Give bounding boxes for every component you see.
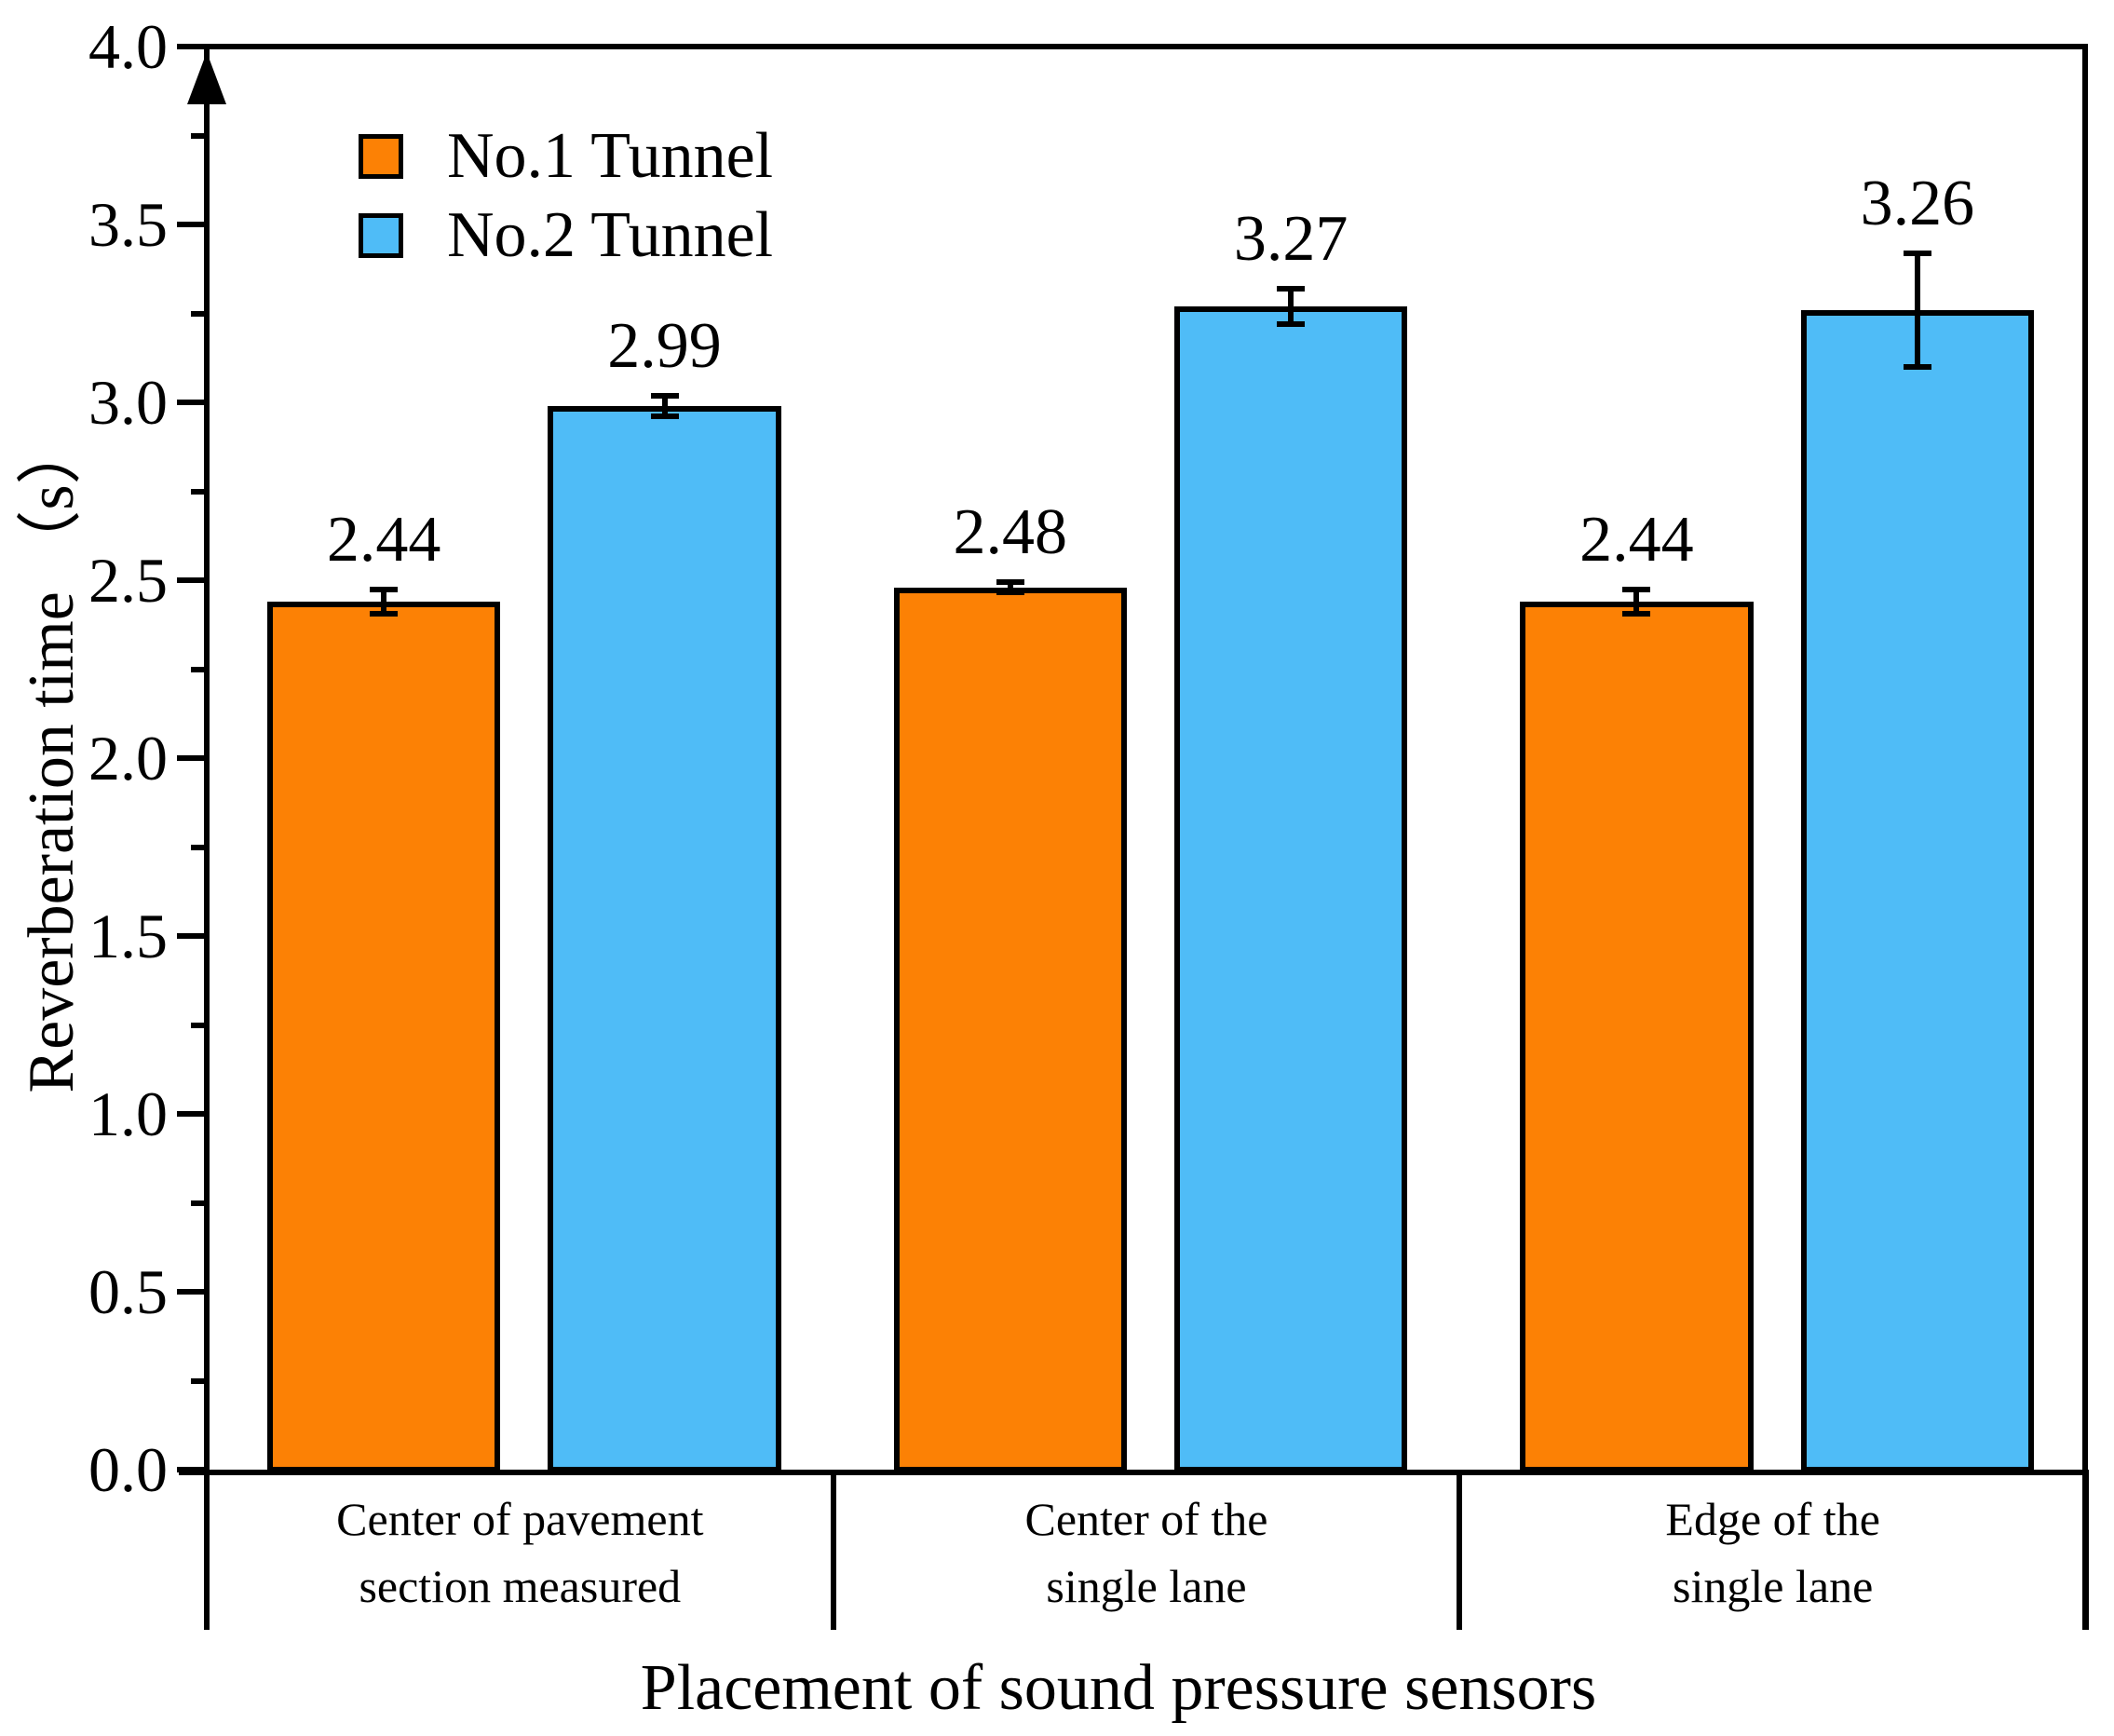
error-bar-line [381, 589, 387, 615]
x-category-label-line: single lane [1673, 1560, 1874, 1612]
bar-value-label: 2.44 [326, 503, 441, 576]
category-divider [2083, 1470, 2089, 1630]
plot-frame-right [2082, 44, 2088, 1630]
y-tick-label: 1.5 [88, 901, 168, 971]
y-tick-label: 0.5 [88, 1256, 168, 1327]
legend-label-no2-tunnel: No.2 Tunnel [447, 199, 774, 271]
legend-swatch-no2-tunnel [359, 213, 403, 258]
error-bar-cap-bottom [370, 611, 399, 617]
bar-value-label: 3.26 [1860, 167, 1975, 239]
error-bar-cap-bottom [1622, 611, 1651, 617]
y-major-tick [177, 1289, 207, 1295]
bar-value-label: 3.27 [1233, 202, 1348, 275]
y-tick-label: 4.0 [88, 11, 168, 82]
category-divider [204, 1470, 210, 1630]
error-bar-line [1633, 589, 1640, 615]
y-tick-label: 2.5 [88, 545, 168, 616]
legend-label-no1-tunnel: No.1 Tunnel [447, 120, 774, 192]
x-category-label-line: section measured [359, 1560, 682, 1612]
y-major-tick [177, 933, 207, 939]
error-bar-cap-bottom [1277, 320, 1306, 327]
y-minor-tick [191, 1022, 207, 1028]
y-axis-arrow-icon [187, 52, 226, 104]
bar-value-label: 2.44 [1579, 503, 1694, 576]
error-bar-cap-top [1277, 285, 1306, 292]
bar-no-1-tunnel [266, 601, 501, 1472]
x-category-label-line: Edge of the [1665, 1493, 1880, 1545]
y-major-tick [177, 1111, 207, 1117]
bar-no-1-tunnel [893, 587, 1127, 1472]
error-bar-cap-top [1903, 250, 1931, 256]
y-minor-tick [191, 132, 207, 139]
y-major-tick [177, 44, 207, 49]
x-category-label-line: Center of the [1024, 1493, 1268, 1545]
error-bar-line [1914, 252, 1920, 367]
y-tick-label: 1.0 [88, 1078, 168, 1149]
error-bar-cap-top [650, 393, 679, 400]
bar-no-2-tunnel [1174, 305, 1408, 1472]
error-bar-cap-bottom [996, 590, 1024, 596]
y-minor-tick [191, 310, 207, 317]
y-major-tick [177, 577, 207, 583]
error-bar-cap-top [996, 578, 1024, 585]
plot-frame-top [204, 44, 2088, 49]
x-category-label: Edge of the single lane [1459, 1475, 2086, 1630]
legend-swatch-no1-tunnel [359, 134, 403, 179]
error-bar-line [1007, 581, 1013, 593]
category-divider [1457, 1470, 1463, 1630]
y-major-tick [177, 755, 207, 761]
bar-no-1-tunnel [1520, 601, 1754, 1472]
x-category-label: Center of pavement section measured [207, 1475, 833, 1630]
y-major-tick [177, 222, 207, 227]
y-axis-line [204, 44, 210, 1630]
y-minor-tick [191, 1200, 207, 1206]
x-axis-title: Placement of sound pressure sensors [640, 1652, 1597, 1724]
y-major-tick [177, 1467, 207, 1472]
y-minor-tick [191, 1377, 207, 1384]
bar-no-2-tunnel [1800, 309, 2034, 1472]
x-category-label-line: single lane [1046, 1560, 1247, 1612]
error-bar-cap-top [1622, 586, 1651, 592]
y-tick-label: 0.0 [88, 1434, 168, 1505]
y-minor-tick [191, 844, 207, 850]
error-bar-cap-bottom [1903, 363, 1931, 370]
y-tick-label: 3.5 [88, 189, 168, 260]
y-tick-label: 3.0 [88, 367, 168, 438]
y-minor-tick [191, 666, 207, 672]
x-axis-line [179, 1470, 2088, 1475]
category-divider [830, 1470, 836, 1630]
y-major-tick [177, 400, 207, 405]
y-minor-tick [191, 488, 207, 495]
x-category-label-line: Center of pavement [336, 1493, 704, 1545]
y-tick-label: 2.0 [88, 723, 168, 793]
bar-value-label: 2.99 [607, 310, 722, 383]
error-bar-cap-bottom [650, 413, 679, 419]
x-category-label: Center of the single lane [833, 1475, 1460, 1630]
bar-no-2-tunnel [548, 405, 781, 1472]
error-bar-line [661, 396, 668, 416]
error-bar-line [1288, 288, 1294, 324]
bar-value-label: 2.48 [953, 495, 1068, 568]
error-bar-cap-top [370, 586, 399, 592]
